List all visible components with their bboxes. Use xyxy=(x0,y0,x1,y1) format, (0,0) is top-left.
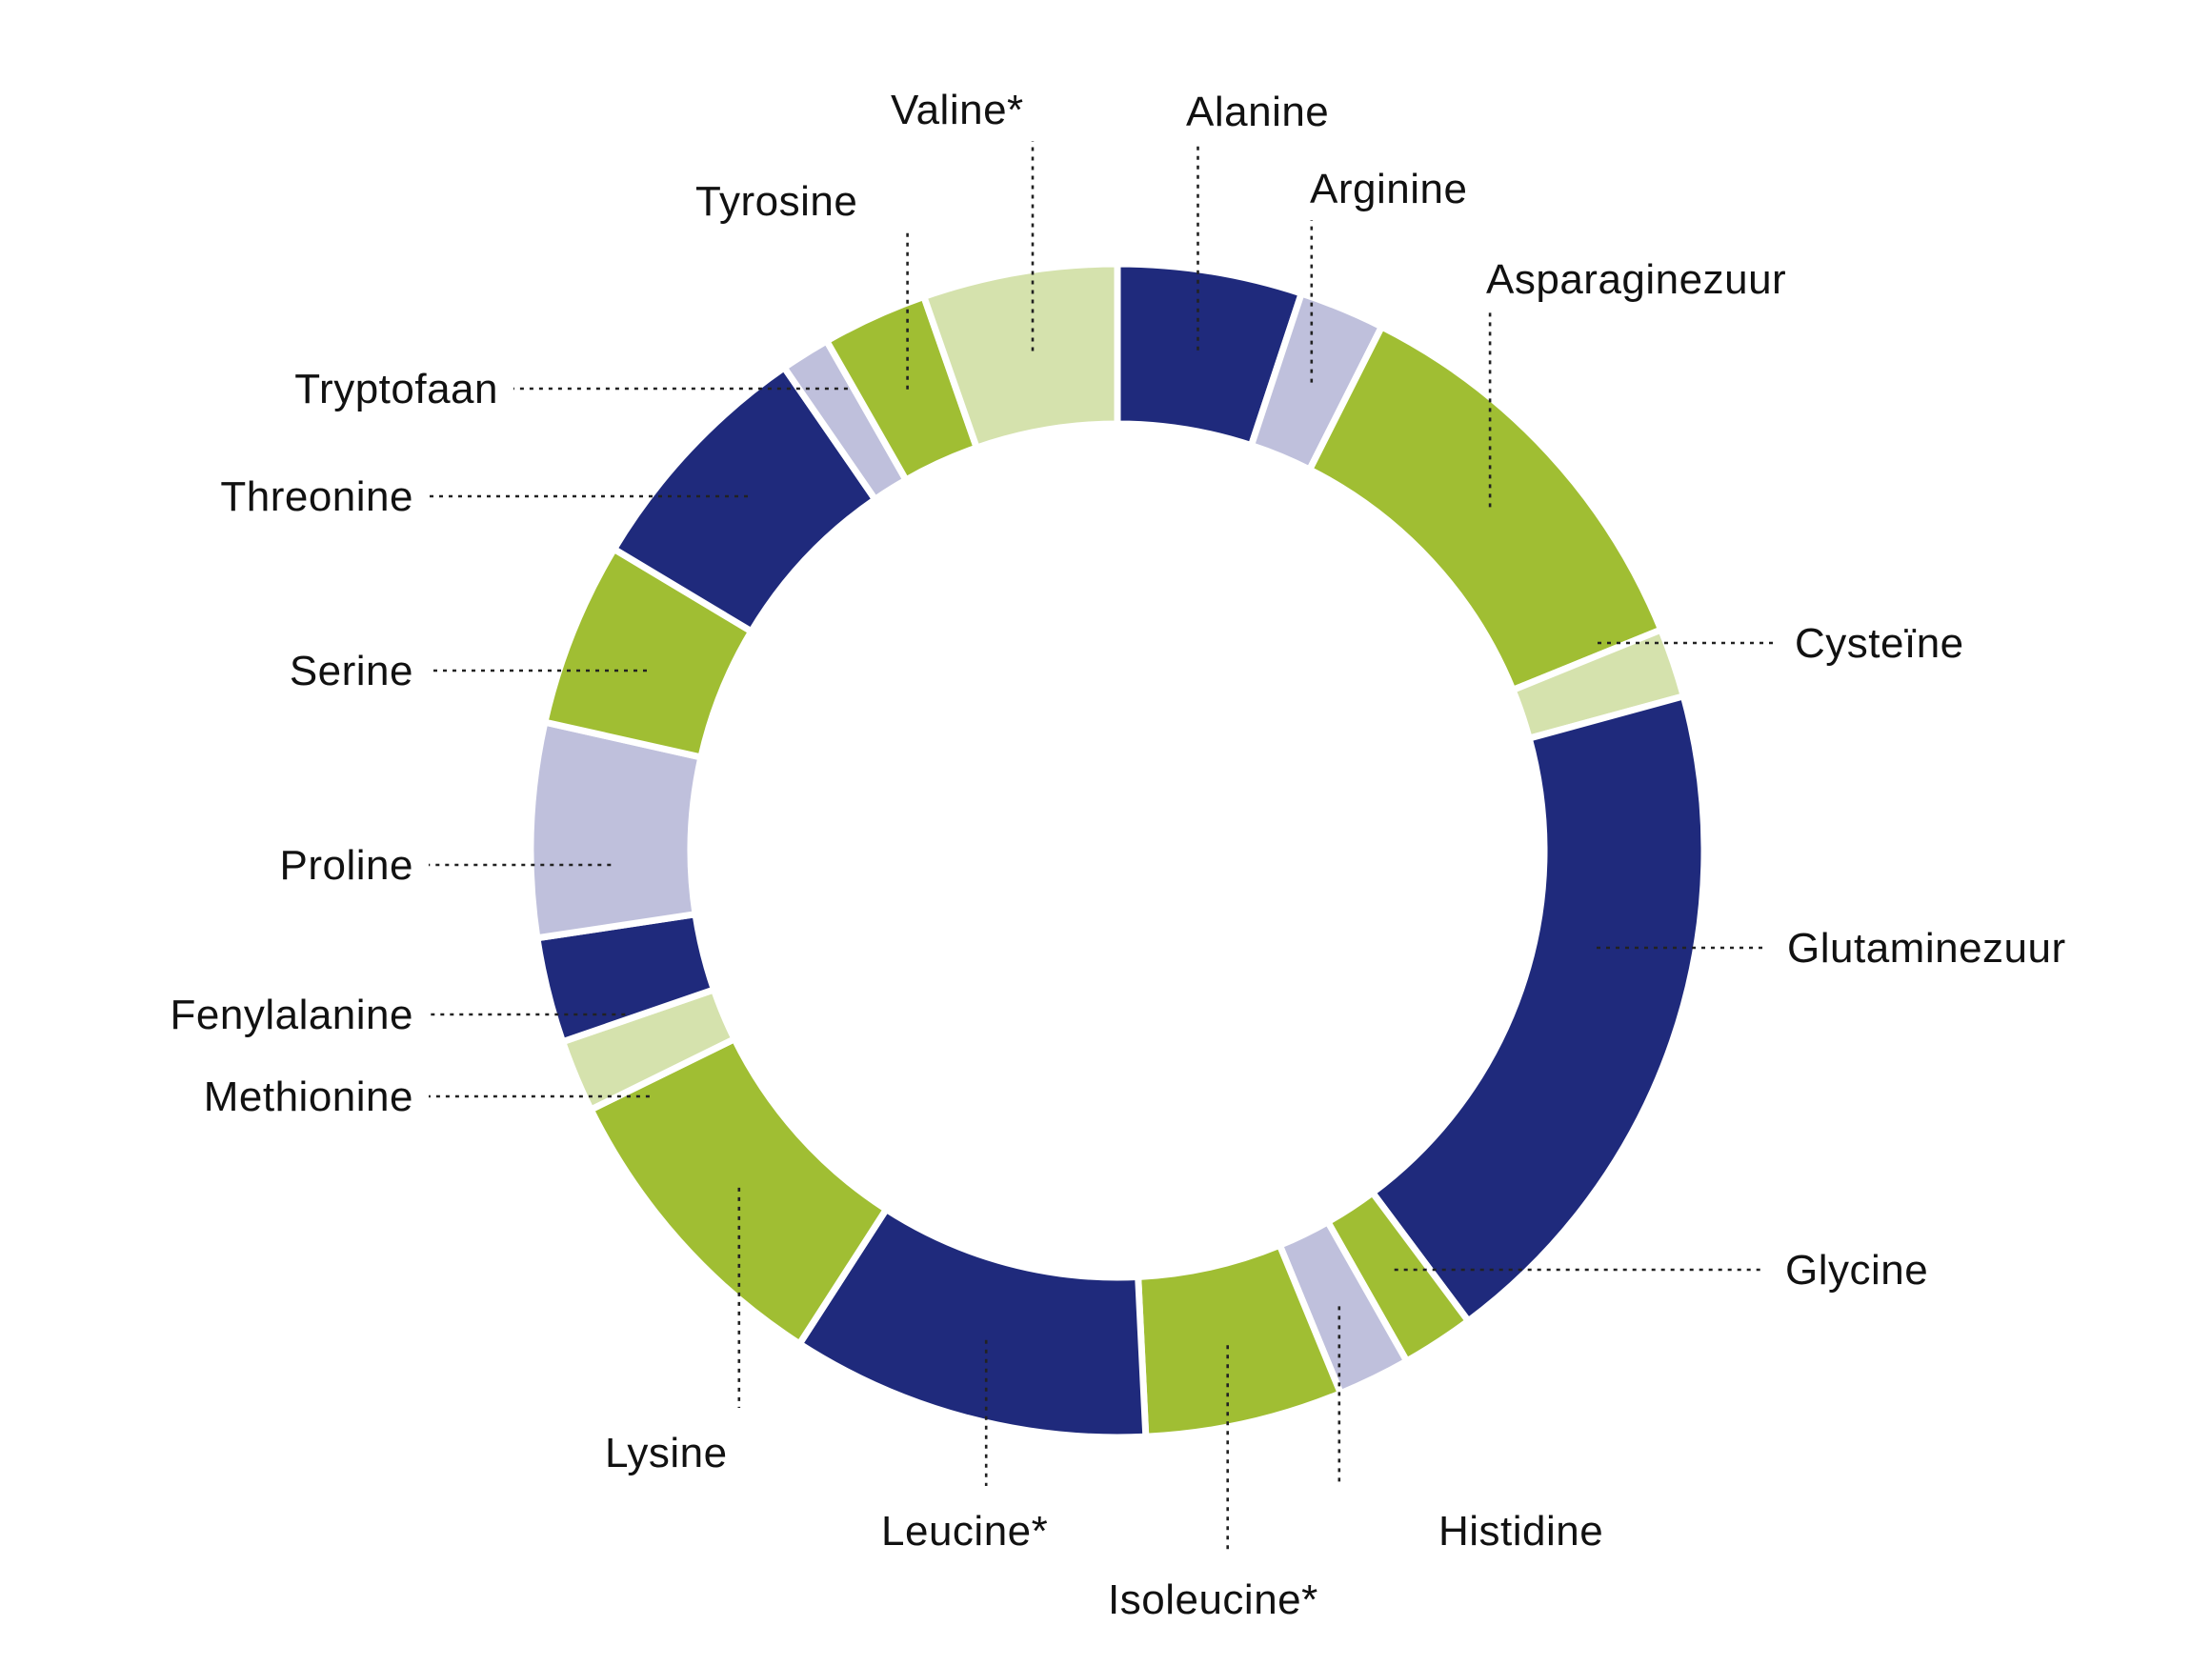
slice-label-cysteine: Cysteïne xyxy=(1795,620,1964,667)
slice-label-methionine: Methionine xyxy=(204,1074,413,1120)
slice-label-tyrosine: Tyrosine xyxy=(695,178,857,225)
slices-layer xyxy=(527,260,1708,1441)
slice-label-glycine: Glycine xyxy=(1785,1247,1928,1294)
slice-label-histidine: Histidine xyxy=(1438,1508,1603,1555)
slice-label-asparaginezuur: Asparaginezuur xyxy=(1486,256,1786,303)
slice-label-arginine: Arginine xyxy=(1310,166,1467,212)
slice-label-leucine: Leucine* xyxy=(881,1508,1048,1555)
leaders-layer xyxy=(429,141,1774,1555)
slice-label-lysine: Lysine xyxy=(605,1430,728,1476)
slice-valine xyxy=(919,260,1121,452)
labels-layer: Alanine Arginine Asparaginezuur Cysteïne Glu… xyxy=(171,87,2066,1623)
slice-label-alanine: Alanine xyxy=(1186,89,1329,135)
slice-asparaginezuur xyxy=(1305,322,1666,694)
slice-label-proline: Proline xyxy=(280,842,413,889)
slice-label-fenylalanine: Fenylalanine xyxy=(171,992,414,1038)
slice-label-tryptofaan: Tryptofaan xyxy=(294,366,498,412)
slice-glutaminezuur xyxy=(1367,692,1708,1326)
slice-label-glutaminezuur: Glutaminezuur xyxy=(1787,925,2066,972)
slice-label-threonine: Threonine xyxy=(220,473,413,520)
slice-label-serine: Serine xyxy=(290,648,413,694)
slice-label-isoleucine: Isoleucine* xyxy=(1108,1576,1318,1623)
slice-label-valine: Valine* xyxy=(891,87,1024,133)
